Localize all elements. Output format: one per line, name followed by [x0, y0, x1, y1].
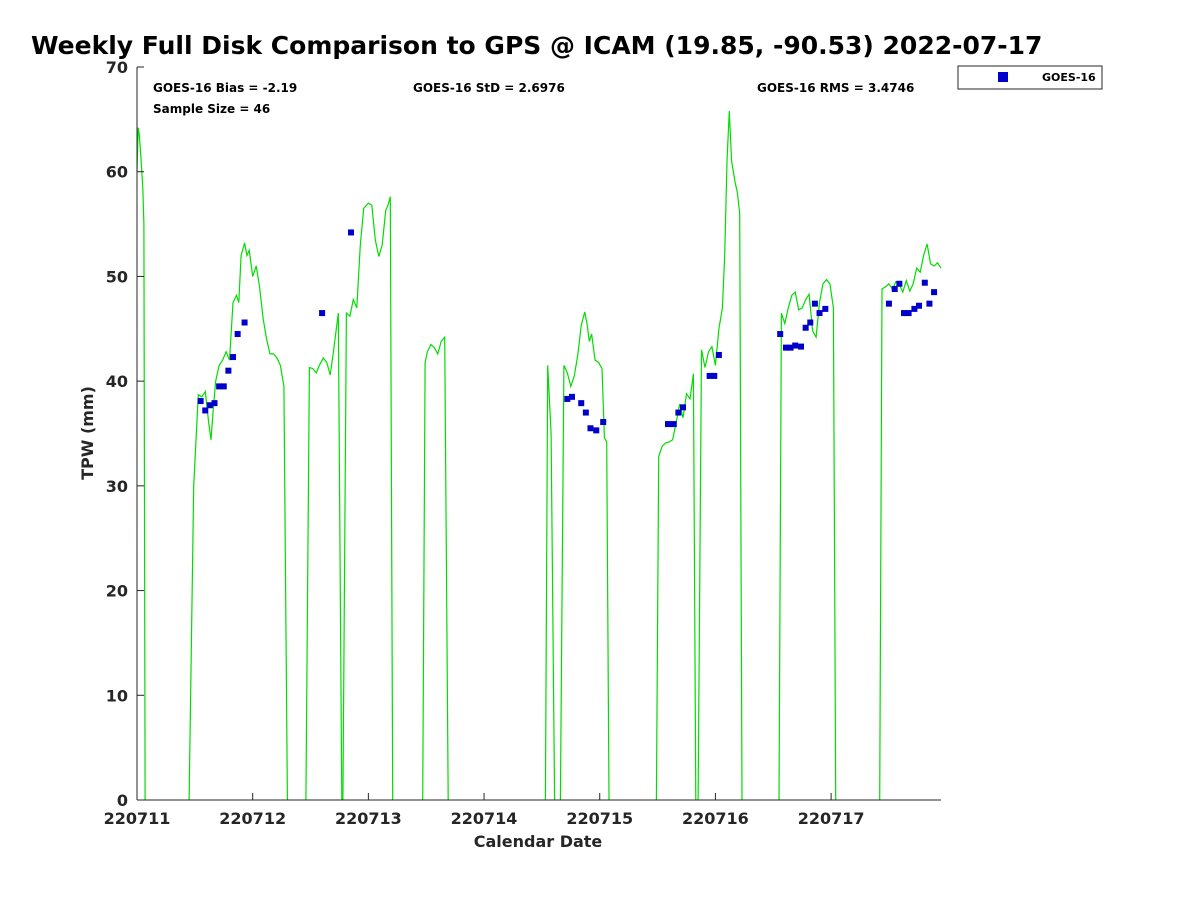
- goes16-data-point: [905, 310, 912, 317]
- goes16-data-point: [891, 285, 898, 292]
- goes16-data-point: [211, 400, 218, 407]
- goes16-data-point: [911, 305, 918, 312]
- chart-title: Weekly Full Disk Comparison to GPS @ ICA…: [31, 31, 1042, 60]
- y-tick-label: 0: [117, 791, 128, 810]
- axes-background: [137, 67, 941, 800]
- goes16-data-point: [680, 404, 687, 411]
- goes16-data-point: [822, 305, 829, 312]
- goes16-data-point: [600, 418, 607, 425]
- plot-area: 0 10 20 30 40 50 60 70 220711 220712 220713 220714…: [104, 58, 942, 828]
- goes16-data-point: [206, 402, 213, 409]
- goes16-data-point: [230, 354, 237, 361]
- gps-line-segment: [879, 243, 942, 801]
- goes16-data-point: [593, 427, 600, 434]
- goes16-data-point: [811, 300, 818, 307]
- goes16-data-point: [921, 279, 928, 286]
- legend: GOES-16: [957, 65, 1103, 90]
- y-tick-label: 70: [106, 58, 128, 77]
- goes16-data-point: [225, 367, 232, 374]
- goes16-data-point: [319, 310, 326, 317]
- gps-line-segment: [422, 335, 449, 801]
- goes16-data-point: [234, 331, 241, 338]
- goes16-data-point: [896, 280, 903, 287]
- gps-line-segment: [342, 196, 394, 801]
- gps-line-segment: [559, 311, 610, 801]
- goes16-data-point: [564, 395, 571, 402]
- x-tick-label: 220712: [219, 809, 286, 828]
- goes16-data-point: [802, 324, 809, 331]
- y-tick-label: 20: [106, 582, 128, 601]
- goes16-data-point: [711, 372, 718, 379]
- goes16-data-point: [587, 425, 594, 432]
- rms-stat: GOES-16 RMS = 3.4746: [757, 81, 914, 95]
- goes16-data-point: [675, 409, 682, 416]
- x-tick-label: 220715: [566, 809, 633, 828]
- legend-box: [957, 65, 1103, 90]
- goes16-data-point: [568, 393, 575, 400]
- gps-line-segment: [778, 278, 837, 801]
- gps-line-segment: [136, 127, 146, 801]
- goes16-data-point: [582, 409, 589, 416]
- goes16-data-point: [787, 344, 794, 351]
- goes16-data-point: [348, 229, 355, 236]
- goes16-data-point: [670, 421, 677, 428]
- y-tick-label: 30: [106, 477, 128, 496]
- legend-label-goes16: GOES-16: [1042, 71, 1096, 84]
- gps-line-segment: [544, 365, 556, 801]
- goes16-data-point: [782, 344, 789, 351]
- x-tick-label: 220711: [104, 809, 171, 828]
- goes16-data-point: [202, 407, 209, 414]
- x-tick-group: 220711 220712 220713 220714 220715 220716 2207…: [104, 793, 865, 828]
- goes16-data-point: [216, 383, 223, 390]
- goes16-data-point: [807, 319, 814, 326]
- x-tick-label: 220716: [682, 809, 749, 828]
- y-tick-label: 60: [106, 163, 128, 182]
- goes16-data-point: [816, 310, 823, 317]
- goes16-data-point: [885, 300, 892, 307]
- goes16-data-point: [931, 289, 938, 296]
- x-tick-label: 220717: [798, 809, 865, 828]
- goes16-data-point: [197, 398, 204, 405]
- goes16-data-point: [792, 342, 799, 349]
- goes16-data-point: [241, 319, 248, 326]
- goes16-data-point: [926, 300, 933, 307]
- goes16-data-point: [220, 383, 227, 390]
- goes16-data-point: [715, 351, 722, 358]
- y-tick-group: 0 10 20 30 40 50 60 70: [106, 58, 144, 810]
- x-tick-label: 220714: [451, 809, 518, 828]
- goes16-data-point: [664, 421, 671, 428]
- y-tick-label: 40: [106, 372, 128, 391]
- gps-line-segment: [697, 110, 743, 801]
- goes16-data-point: [578, 400, 585, 407]
- gps-line-segment: [188, 242, 288, 801]
- goes-marker-group: [197, 229, 938, 434]
- x-axis-label: Calendar Date: [474, 832, 603, 851]
- goes16-data-point: [798, 343, 805, 350]
- y-axis-label: TPW (mm): [78, 386, 97, 480]
- y-tick-label: 10: [106, 686, 128, 705]
- std-stat: GOES-16 StD = 2.6976: [413, 81, 565, 95]
- goes16-data-point: [916, 302, 923, 309]
- sample-size-stat: Sample Size = 46: [153, 102, 270, 116]
- legend-marker-goes16: [998, 72, 1008, 82]
- goes16-data-point: [706, 372, 713, 379]
- gps-line-group: [136, 110, 942, 801]
- x-tick-label: 220713: [335, 809, 402, 828]
- goes16-data-point: [777, 331, 784, 338]
- bias-stat: GOES-16 Bias = -2.19: [153, 81, 297, 95]
- gps-line-segment: [305, 313, 343, 801]
- y-tick-label: 50: [106, 267, 128, 286]
- goes16-data-point: [900, 310, 907, 317]
